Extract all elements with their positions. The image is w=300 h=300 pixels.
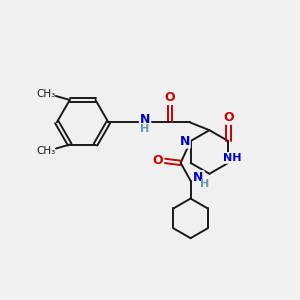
Text: O: O (164, 91, 175, 104)
Text: CH₃: CH₃ (36, 89, 56, 99)
Text: N: N (179, 135, 190, 148)
Text: H: H (140, 124, 150, 134)
Text: CH₃: CH₃ (36, 146, 56, 155)
Text: N: N (193, 171, 204, 184)
Text: O: O (223, 111, 234, 124)
Text: NH: NH (223, 153, 242, 163)
Text: O: O (153, 154, 163, 167)
Text: N: N (140, 113, 150, 126)
Text: H: H (200, 179, 209, 189)
